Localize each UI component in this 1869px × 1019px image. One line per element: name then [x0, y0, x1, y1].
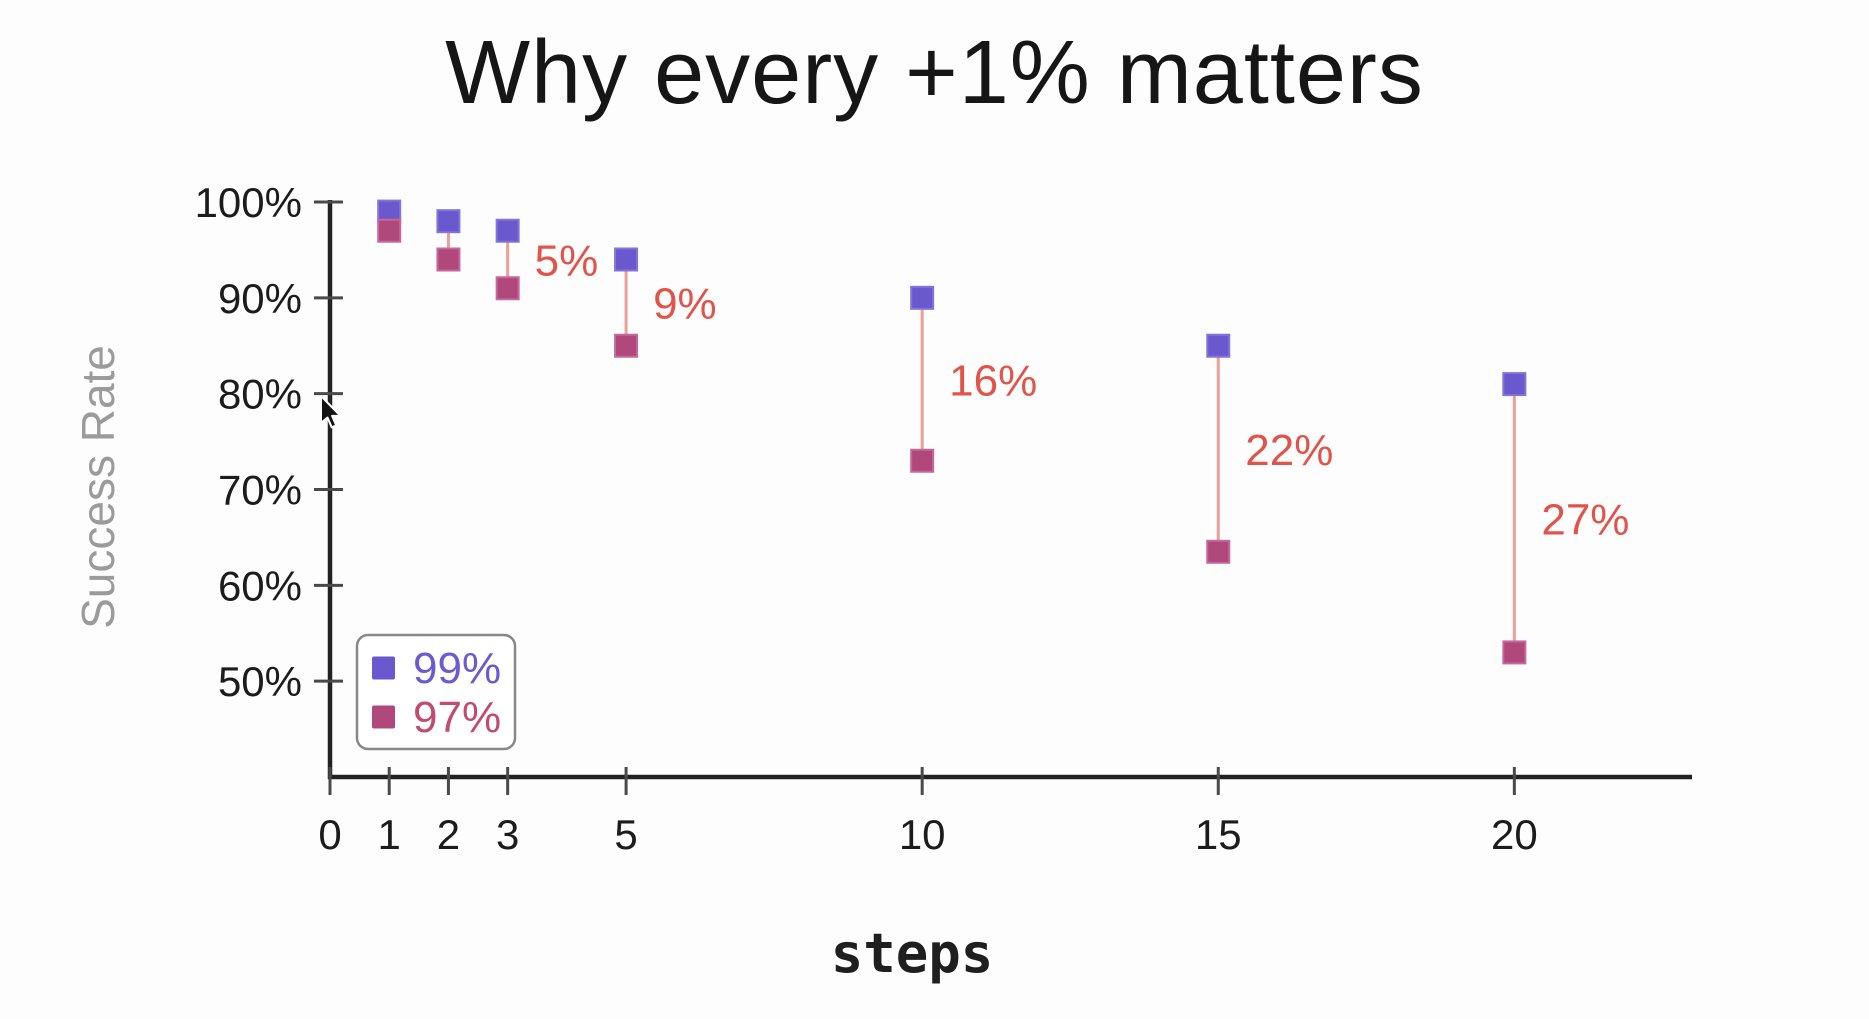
- data-point-99: [436, 209, 461, 234]
- x-tick-label: 3: [496, 811, 519, 858]
- gap-percentage-label: 5%: [535, 237, 599, 286]
- x-tick-label: 0: [318, 811, 341, 858]
- chart-title: Why every +1% matters: [445, 23, 1424, 123]
- legend-swatch: [372, 656, 395, 680]
- data-point-97: [1502, 640, 1527, 665]
- data-point-99: [1502, 372, 1527, 397]
- x-tick-label: 10: [899, 811, 946, 858]
- y-tick-label: 50%: [218, 658, 302, 705]
- x-tick-label: 5: [614, 811, 637, 858]
- data-point-97: [377, 218, 402, 243]
- y-tick-label: 70%: [218, 467, 302, 514]
- gap-percentage-label: 9%: [653, 280, 717, 329]
- gap-percentage-label: 22%: [1245, 426, 1333, 475]
- x-tick-label: 1: [378, 811, 401, 858]
- x-tick-label: 20: [1491, 811, 1538, 858]
- legend-entry-label: 99%: [413, 644, 501, 693]
- arrow-pointer-shape: [320, 395, 342, 429]
- mouse-cursor-icon: [320, 395, 342, 429]
- x-tick-label: 2: [437, 811, 460, 858]
- data-point-97: [1206, 539, 1231, 564]
- legend-entry-label: 97%: [413, 693, 501, 742]
- y-tick-label: 80%: [218, 371, 302, 418]
- y-tick-label: 60%: [218, 562, 302, 609]
- data-point-97: [910, 448, 935, 473]
- y-tick-label: 100%: [195, 179, 302, 226]
- x-axis-title: steps: [830, 922, 994, 985]
- data-point-97: [614, 333, 639, 358]
- gap-percentage-label: 27%: [1541, 495, 1629, 544]
- data-point-99: [910, 285, 935, 310]
- data-point-99: [495, 218, 520, 243]
- data-point-97: [495, 276, 520, 301]
- data-point-97: [436, 247, 461, 272]
- gap-percentage-label: 16%: [949, 356, 1037, 405]
- data-point-99: [1206, 333, 1231, 358]
- y-tick-label: 90%: [218, 275, 302, 322]
- legend-box: [355, 633, 517, 751]
- legend-swatch: [372, 705, 395, 729]
- x-tick-label: 15: [1195, 811, 1242, 858]
- data-point-99: [614, 247, 639, 272]
